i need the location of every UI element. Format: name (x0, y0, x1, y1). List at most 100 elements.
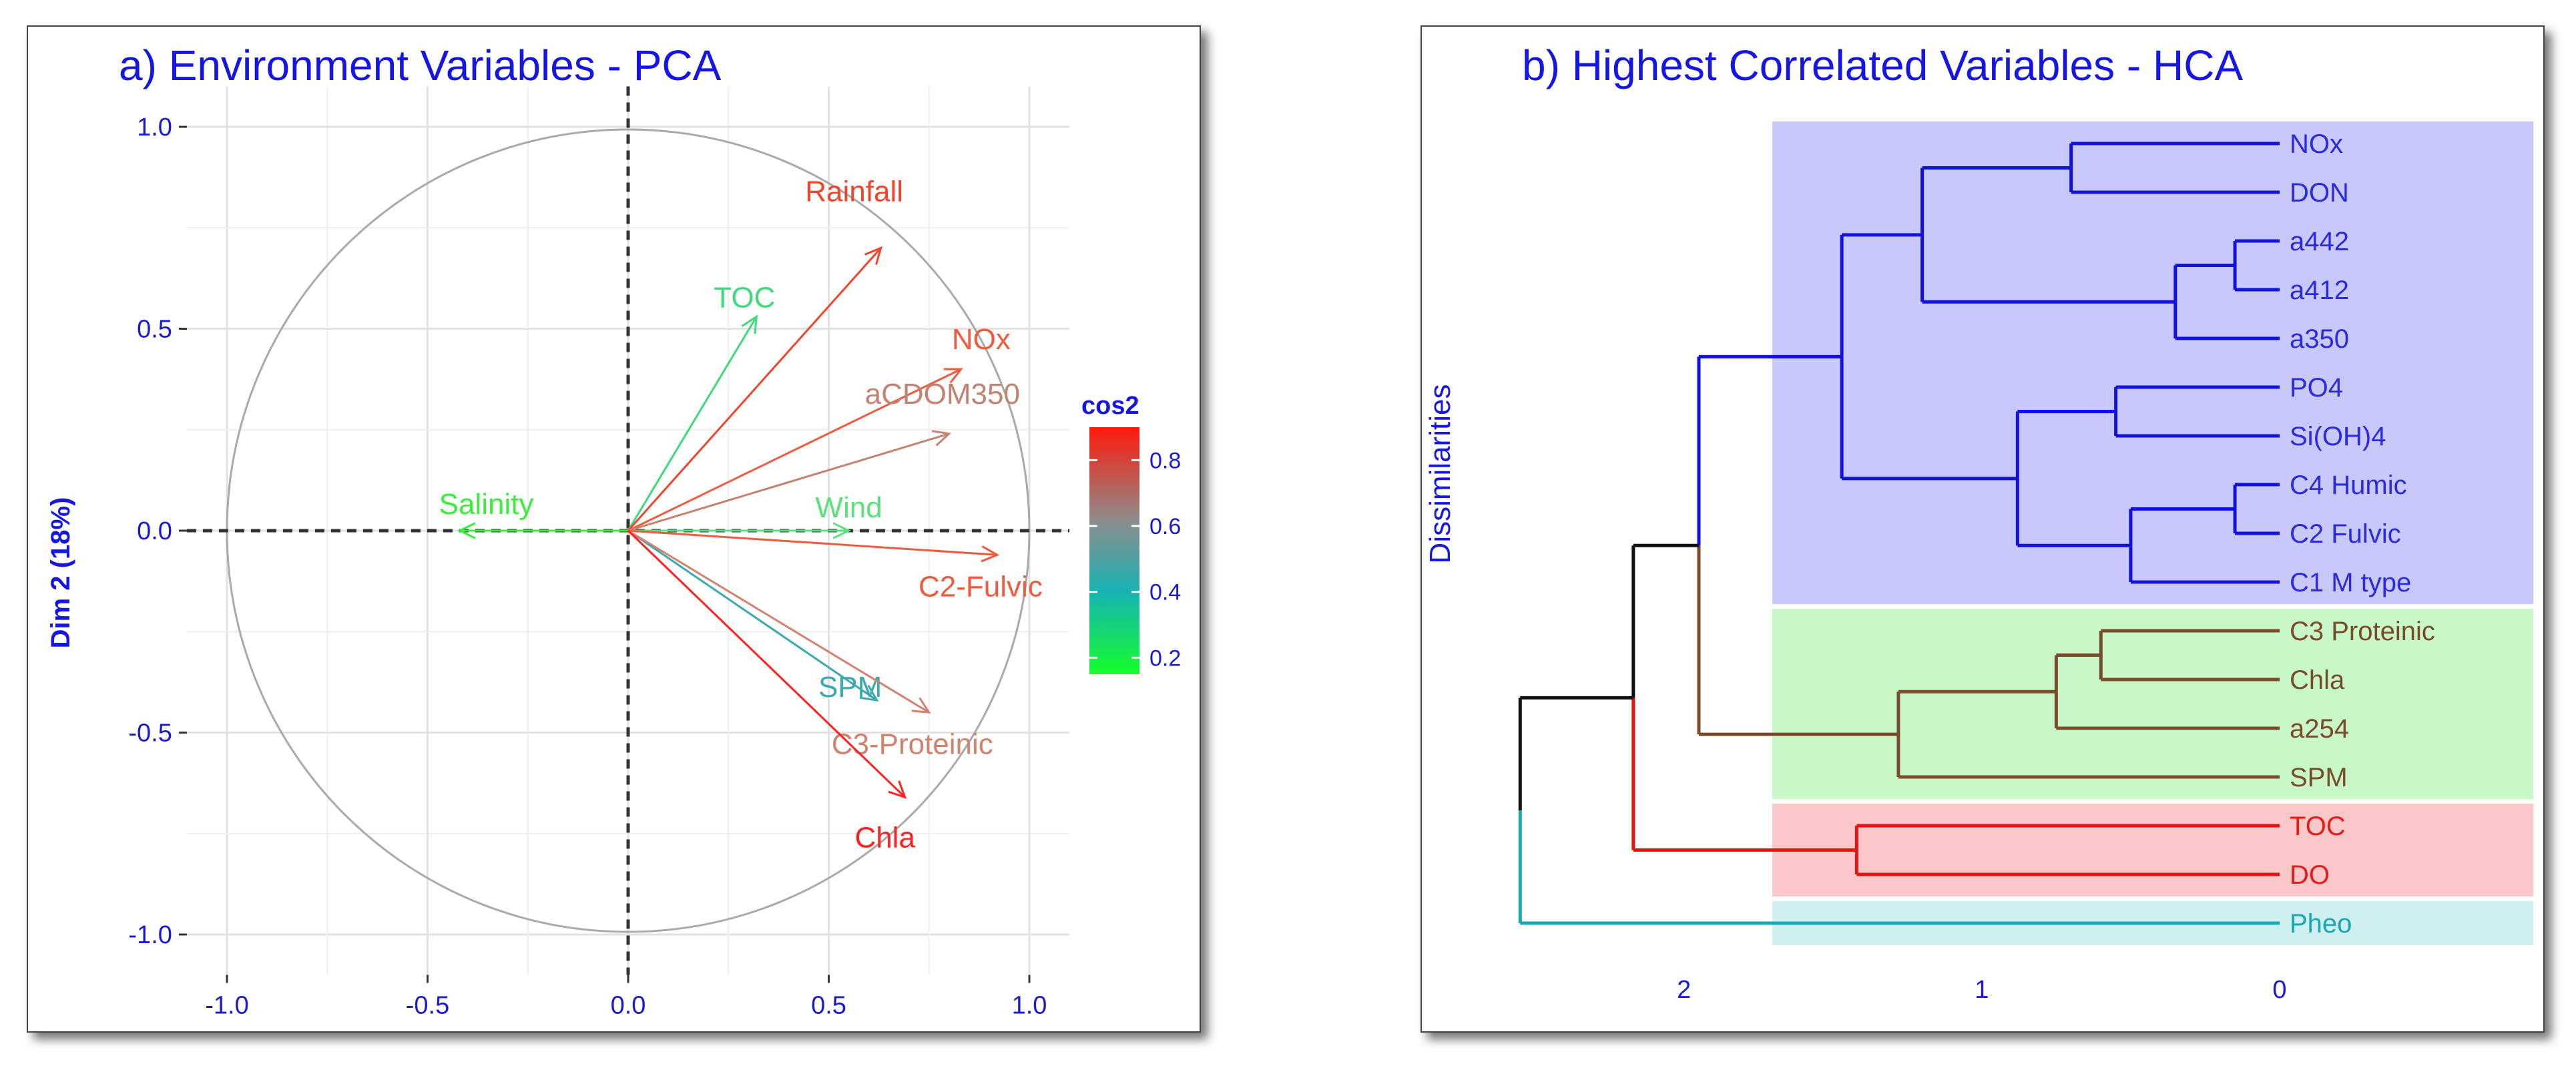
variable-label: NOx (952, 323, 1011, 356)
arrow-head (888, 780, 907, 799)
hca-x-tick-label: 0 (2272, 976, 2286, 1004)
hca-x-tick-label: 1 (1975, 976, 1989, 1004)
arrow-shaft (627, 316, 758, 531)
leaf-label: C3 Proteinic (2290, 617, 2435, 646)
variable-label: aCDOM350 (865, 378, 1020, 411)
cos2-legend-ticks: 0.8 0.6 0.4 0.2 (1089, 448, 1181, 671)
hca-title: b) Highest Correlated Variables - HCA (1522, 41, 2243, 89)
dendrogram-link (1631, 543, 1857, 852)
variable-arrow-salinity: Salinity (439, 488, 628, 539)
legend-tick-label: 0.6 (1149, 514, 1181, 539)
arrow-head (859, 684, 879, 702)
cluster-boxes (1772, 121, 2533, 945)
variable-label: Chla (854, 821, 915, 854)
dendrogram-link (2129, 507, 2280, 584)
variable-label: Rainfall (805, 176, 903, 208)
arrow-head (864, 246, 882, 265)
x-tick-label: 0.0 (611, 992, 646, 1020)
variable-label: C3-Proteinic (832, 728, 993, 760)
y-tick-label: 0.0 (137, 517, 172, 545)
x-tick-label: 1.0 (1012, 992, 1047, 1020)
arrow-head (931, 430, 952, 447)
arrow-head (981, 545, 1000, 563)
hca-chart: b) Highest Correlated Variables - HCA Di… (1424, 41, 2533, 1004)
leaf-label: a412 (2290, 276, 2349, 305)
dendrogram-link (1920, 166, 2175, 304)
dendrogram-link (2114, 385, 2280, 438)
variable-label: SPM (818, 671, 882, 704)
variable-arrow-acdom350: aCDOM350 (627, 378, 1020, 532)
variable-label: Salinity (439, 488, 534, 521)
y-tick-label: -0.5 (128, 720, 172, 748)
arrow-shaft (627, 529, 930, 714)
legend-tick-label: 0.8 (1149, 448, 1181, 473)
y-tick-label: -1.0 (128, 921, 172, 949)
arrow-head (457, 522, 476, 539)
dendrogram-link (2015, 410, 2131, 547)
dendrogram-link (1840, 233, 2018, 481)
leaf-label: a442 (2290, 227, 2349, 256)
leaf-label: Si(OH)4 (2290, 422, 2386, 451)
leaf-label: C1 M type (2290, 568, 2411, 597)
dendrogram-link (1896, 690, 2280, 779)
arrow-head (741, 314, 758, 334)
leaf-label: C4 Humic (2290, 471, 2407, 500)
variable-arrow-rainfall: Rainfall (627, 176, 903, 531)
hca-x-tick-label: 2 (1677, 976, 1691, 1004)
dendrogram-link (2054, 653, 2280, 730)
arrow-shaft (627, 529, 878, 702)
cluster-box-2 (1772, 804, 2533, 896)
arrow-shaft (627, 247, 882, 531)
leaf-label: DON (2290, 178, 2349, 208)
cos2-legend: cos2 0.8 0.6 0.4 0.2 (1081, 392, 1181, 674)
variable-arrow-chla: Chla (627, 529, 915, 854)
arrow-head (832, 522, 851, 539)
variable-label: TOC (714, 281, 775, 314)
pca-title: a) Environment Variables - PCA (119, 41, 722, 89)
y-tick-label: 0.5 (137, 316, 172, 344)
dendrogram-link (1697, 354, 1898, 736)
arrow-head (911, 697, 931, 714)
dendrogram-link (1854, 824, 2280, 876)
arrow-shaft (627, 433, 950, 532)
dendrogram-link (2173, 264, 2280, 340)
leaf-label: a350 (2290, 324, 2349, 354)
dendrogram-link (1518, 696, 2280, 925)
leaf-label: PO4 (2290, 373, 2343, 403)
variable-arrow-wind: Wind (628, 491, 882, 539)
pca-arrows: TOC Rainfall NOx aCDOM350 Salinity Wind C2-Ful… (439, 176, 1043, 854)
variable-arrow-spm: SPM (627, 529, 882, 704)
leaf-label: NOx (2290, 129, 2343, 159)
dendrogram-link (2233, 483, 2280, 535)
cos2-legend-title: cos2 (1081, 392, 1139, 420)
variable-arrow-c3-proteinic: C3-Proteinic (627, 529, 993, 760)
variable-label: Wind (815, 491, 882, 524)
x-tick-label: 0.5 (811, 992, 846, 1020)
legend-tick-label: 0.2 (1149, 645, 1181, 671)
leaf-label: a254 (2290, 714, 2349, 744)
hca-ticks: 2 1 0 (1677, 976, 2286, 1004)
pca-y-axis-label: Dim 2 (18%) (46, 497, 75, 649)
x-tick-label: -1.0 (205, 992, 248, 1020)
dendrogram-tree (1518, 142, 2280, 925)
dendrogram-link (2099, 629, 2280, 682)
leaf-label: SPM (2290, 763, 2348, 792)
arrow-shaft (627, 529, 906, 798)
leaf-label: DO (2290, 860, 2330, 890)
y-tick-label: 1.0 (137, 113, 172, 142)
cos2-colorbar (1089, 427, 1139, 674)
pca-ticks: -1.0 -0.5 0.0 0.5 1.0 1.0 0.5 0.0 -0.5 -1.0 (128, 113, 1047, 1020)
variable-arrow-toc: TOC (627, 281, 775, 531)
dendrogram-link (2233, 239, 2280, 292)
x-tick-label: -0.5 (406, 992, 449, 1020)
hca-panel: b) Highest Correlated Variables - HCA Di… (1421, 25, 2545, 1033)
leaf-label: Chla (2290, 665, 2345, 695)
cluster-box-0 (1772, 121, 2533, 604)
variable-label: C2-Fulvic (919, 570, 1043, 603)
variable-arrow-nox: NOx (627, 323, 1011, 532)
pca-chart: a) Environment Variables - PCA Dim 2 (18… (46, 41, 1181, 1020)
pca-panel: a) Environment Variables - PCA Dim 2 (18… (27, 25, 1201, 1033)
variable-arrow-c2-fulvic: C2-Fulvic (627, 529, 1043, 603)
arrow-shaft (627, 529, 998, 556)
hca-y-axis-label: Dissimilarities (1424, 384, 1457, 564)
